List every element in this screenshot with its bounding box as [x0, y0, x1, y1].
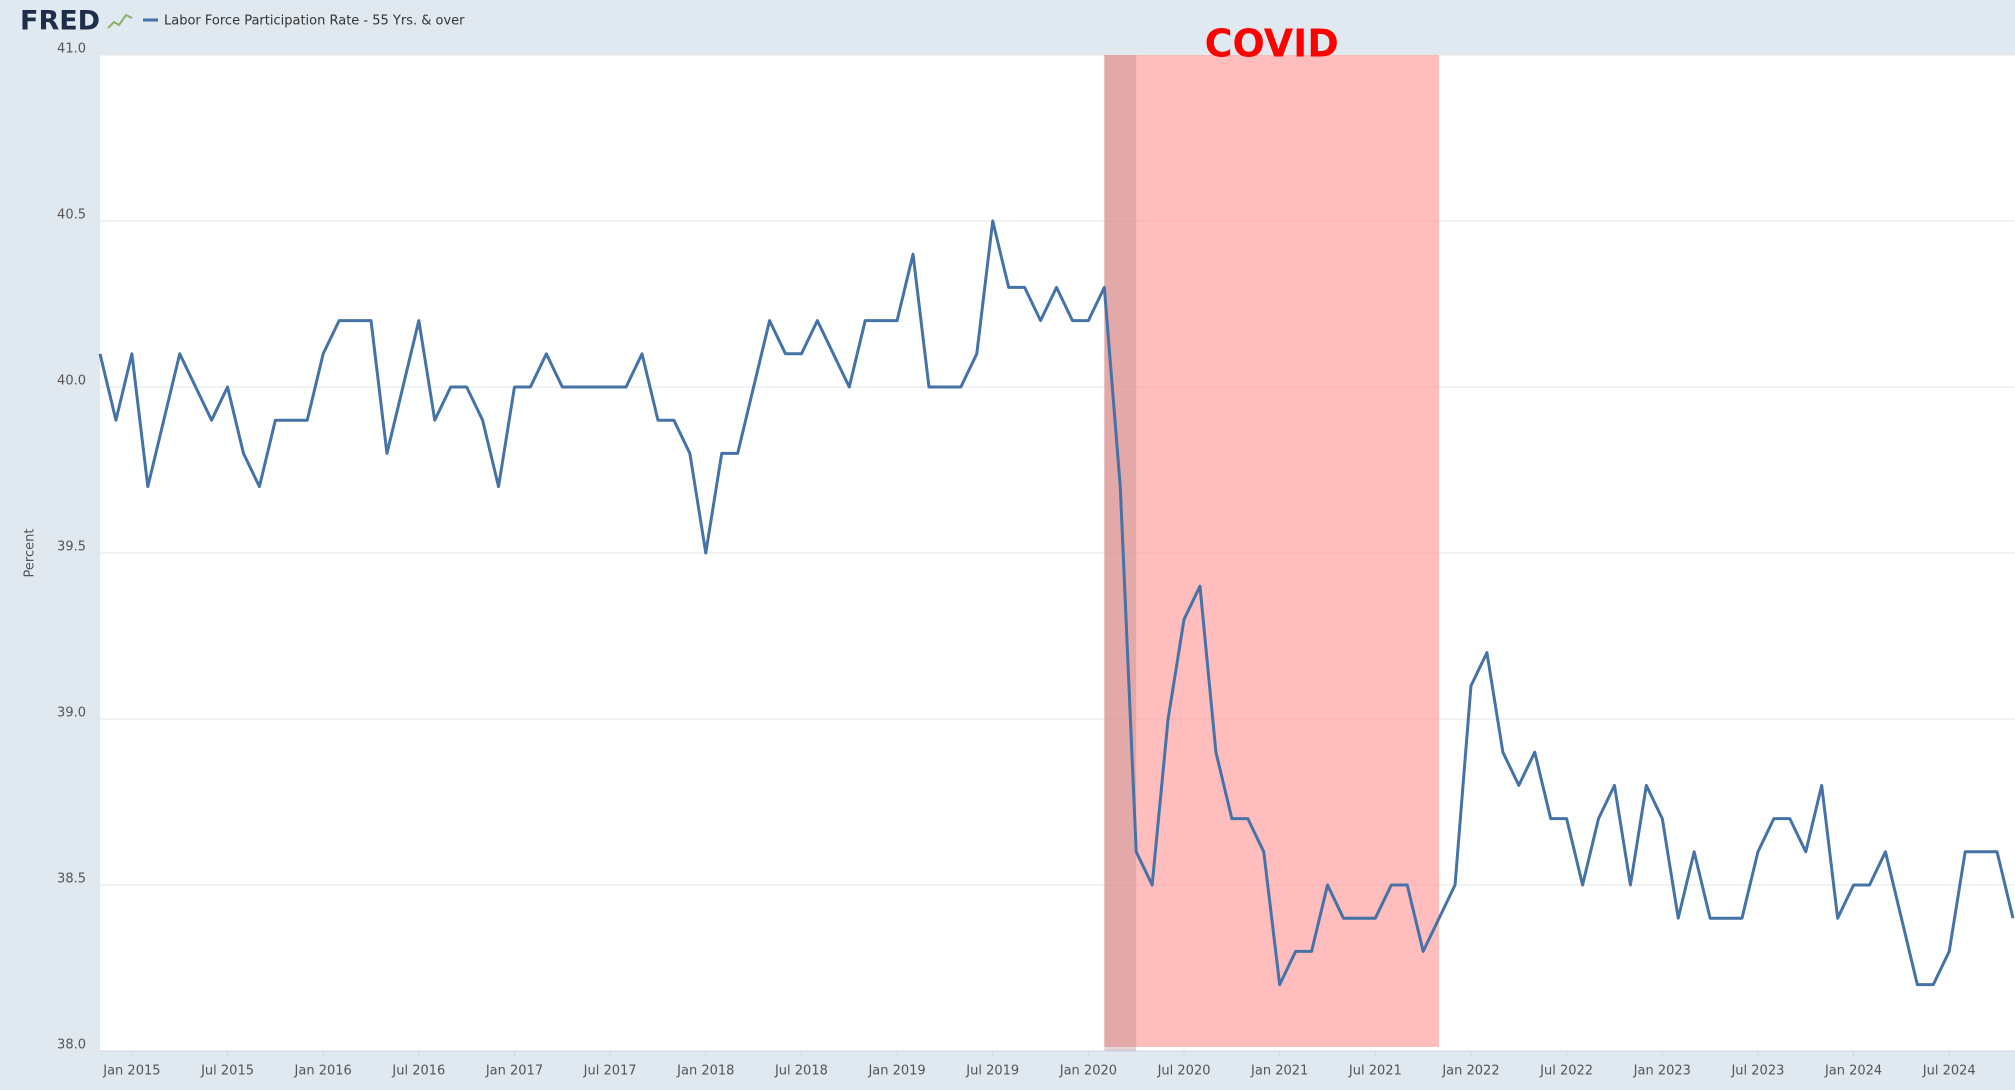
- y-tick-label: 38.5: [57, 872, 86, 887]
- x-tick-label: Jan 2018: [676, 1064, 734, 1079]
- y-tick-label: 39.5: [57, 540, 86, 555]
- y-tick-label: 40.0: [57, 374, 86, 389]
- x-tick-label: Jul 2019: [965, 1064, 1019, 1079]
- y-tick-label: 38.0: [57, 1038, 86, 1053]
- x-tick-label: Jan 2022: [1441, 1064, 1499, 1079]
- x-tick-label: Jan 2024: [1824, 1064, 1882, 1079]
- y-tick-label: 40.5: [57, 208, 86, 223]
- x-tick-label: Jul 2018: [774, 1064, 828, 1079]
- recession-shade: [1104, 55, 1137, 1051]
- x-tick-label: Jan 2017: [485, 1064, 543, 1079]
- x-tick-label: Jul 2020: [1157, 1064, 1211, 1079]
- y-tick-label: 39.0: [57, 706, 86, 721]
- y-tick-label: 41.0: [57, 42, 86, 57]
- x-tick-label: Jul 2023: [1730, 1064, 1784, 1079]
- x-tick-label: Jan 2020: [1059, 1064, 1117, 1079]
- x-tick-label: Jan 2021: [1250, 1064, 1308, 1079]
- annotation-label: COVID: [1205, 22, 1339, 66]
- x-tick-label: Jul 2017: [583, 1064, 637, 1079]
- annotation-box: [1104, 55, 1440, 1047]
- logo[interactable]: FRED: [20, 6, 100, 37]
- x-tick-label: Jul 2024: [1922, 1064, 1976, 1079]
- x-tick-label: Jul 2021: [1348, 1064, 1402, 1079]
- x-tick-label: Jul 2016: [391, 1064, 445, 1079]
- x-tick-label: Jan 2019: [867, 1064, 925, 1079]
- x-tick-label: Jan 2016: [294, 1064, 352, 1079]
- x-tick-label: Jul 2015: [200, 1064, 254, 1079]
- series-line: [98, 219, 2015, 987]
- logo-icon: [107, 13, 133, 29]
- legend-label: Labor Force Participation Rate - 55 Yrs.…: [164, 14, 465, 29]
- x-tick-label: Jan 2015: [102, 1064, 160, 1079]
- x-tick-label: Jul 2022: [1539, 1064, 1593, 1079]
- y-axis-label: Percent: [23, 529, 38, 578]
- x-tick-label: Jan 2023: [1633, 1064, 1691, 1079]
